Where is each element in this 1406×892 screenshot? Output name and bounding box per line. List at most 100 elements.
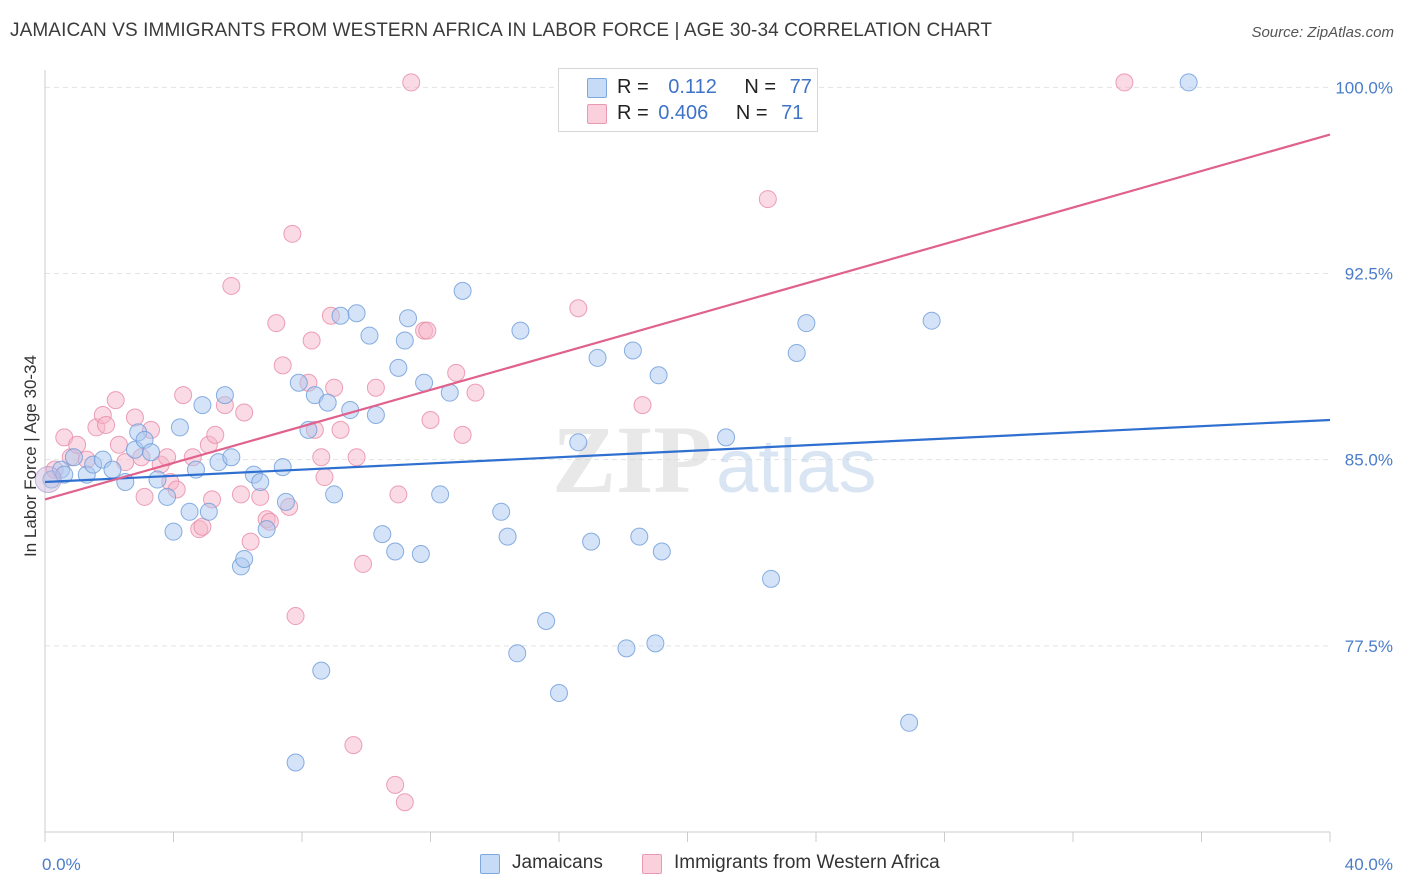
point-jamaicans xyxy=(511,321,530,340)
point-jamaicans xyxy=(623,341,642,360)
point-jamaicans xyxy=(103,460,122,479)
legend-swatch-pink xyxy=(587,104,607,124)
watermark: ZIP atlas xyxy=(552,406,877,513)
point-jamaicans xyxy=(411,545,430,564)
point-jamaicans xyxy=(1179,73,1198,92)
y-tick-label: 100.0% xyxy=(1335,78,1393,97)
point-immigrants xyxy=(633,396,652,415)
point-jamaicans xyxy=(537,612,556,631)
point-immigrants xyxy=(569,299,588,318)
y-axis-label: In Labor Force | Age 30-34 xyxy=(21,355,40,557)
point-jamaicans xyxy=(617,639,636,658)
legend-stats: R = 0.406 N = 71 xyxy=(617,102,804,124)
stats-legend: R = 0.112 N = 77 R = 0.406 N = 71 xyxy=(558,68,818,132)
tick-labels: 77.5% 85.0% 92.5% 100.0% 0.0% 40.0% xyxy=(42,78,1393,874)
point-immigrants xyxy=(302,331,321,350)
point-immigrants xyxy=(235,403,254,422)
point-jamaicans xyxy=(257,520,276,539)
point-immigrants xyxy=(286,607,305,626)
watermark-atlas: atlas xyxy=(716,424,877,509)
point-jamaicans xyxy=(64,448,83,467)
point-jamaicans xyxy=(922,311,941,330)
point-immigrants xyxy=(354,554,373,573)
point-immigrants xyxy=(466,383,485,402)
point-jamaicans xyxy=(717,428,736,447)
y-tick-label: 85.0% xyxy=(1345,451,1393,470)
x-tick-label: 40.0% xyxy=(1345,855,1393,874)
point-immigrants xyxy=(366,378,385,397)
point-jamaicans xyxy=(164,522,183,541)
point-immigrants xyxy=(125,408,144,427)
point-jamaicans xyxy=(55,465,74,484)
point-jamaicans xyxy=(331,306,350,325)
chart-title: JAMAICAN VS IMMIGRANTS FROM WESTERN AFRI… xyxy=(10,20,993,41)
point-jamaicans xyxy=(646,634,665,653)
point-jamaicans xyxy=(148,470,167,489)
point-jamaicans xyxy=(762,569,781,588)
point-jamaicans xyxy=(366,406,385,425)
point-jamaicans xyxy=(360,326,379,345)
point-jamaicans xyxy=(158,487,177,506)
legend-label: Jamaicans xyxy=(512,852,603,873)
point-jamaicans xyxy=(652,542,671,561)
point-immigrants xyxy=(312,448,331,467)
point-jamaicans xyxy=(199,502,218,521)
point-jamaicans xyxy=(235,549,254,568)
point-immigrants xyxy=(109,435,128,454)
point-jamaicans xyxy=(492,502,511,521)
point-immigrants xyxy=(273,356,292,375)
point-immigrants xyxy=(193,517,212,536)
y-tick-label: 77.5% xyxy=(1345,637,1393,656)
point-immigrants xyxy=(347,448,366,467)
point-jamaicans xyxy=(312,661,331,680)
point-immigrants xyxy=(421,410,440,429)
point-immigrants xyxy=(1115,73,1134,92)
point-immigrants xyxy=(222,276,241,295)
point-jamaicans xyxy=(347,304,366,323)
watermark-zip: ZIP xyxy=(552,406,712,513)
legend-swatch-blue xyxy=(480,854,500,874)
y-tick-label: 92.5% xyxy=(1345,265,1393,284)
series-jamaicans xyxy=(34,73,1198,772)
point-jamaicans xyxy=(797,314,816,333)
point-immigrants xyxy=(241,532,260,551)
legend-label: Immigrants from Western Africa xyxy=(674,852,940,873)
trendline-jamaicans xyxy=(44,418,1331,484)
axes xyxy=(44,70,1331,842)
point-immigrants xyxy=(231,485,250,504)
point-jamaicans xyxy=(787,343,806,362)
x-tick-label: 0.0% xyxy=(42,855,81,874)
point-jamaicans xyxy=(389,358,408,377)
point-jamaicans xyxy=(222,448,241,467)
point-immigrants xyxy=(97,415,116,434)
source-note: Source: ZipAtlas.com xyxy=(1251,24,1394,41)
point-jamaicans xyxy=(273,458,292,477)
point-jamaicans xyxy=(193,396,212,415)
point-jamaicans xyxy=(415,373,434,392)
point-jamaicans xyxy=(325,485,344,504)
point-jamaicans xyxy=(180,502,199,521)
point-jamaicans xyxy=(142,443,161,462)
point-immigrants xyxy=(758,190,777,209)
point-immigrants xyxy=(315,468,334,487)
trendlines xyxy=(44,133,1331,501)
point-immigrants xyxy=(267,314,286,333)
point-immigrants xyxy=(453,425,472,444)
point-jamaicans xyxy=(318,393,337,412)
point-immigrants xyxy=(106,391,125,410)
point-jamaicans xyxy=(395,331,414,350)
point-immigrants xyxy=(447,363,466,382)
point-immigrants xyxy=(389,485,408,504)
point-jamaicans xyxy=(286,753,305,772)
point-jamaicans xyxy=(276,492,295,511)
point-jamaicans xyxy=(588,348,607,367)
point-jamaicans xyxy=(508,644,527,663)
point-jamaicans xyxy=(569,433,588,452)
point-jamaicans xyxy=(431,485,450,504)
point-immigrants xyxy=(206,425,225,444)
point-immigrants xyxy=(135,487,154,506)
point-jamaicans xyxy=(373,525,392,544)
point-immigrants xyxy=(344,736,363,755)
legend-swatch-blue xyxy=(587,78,607,98)
